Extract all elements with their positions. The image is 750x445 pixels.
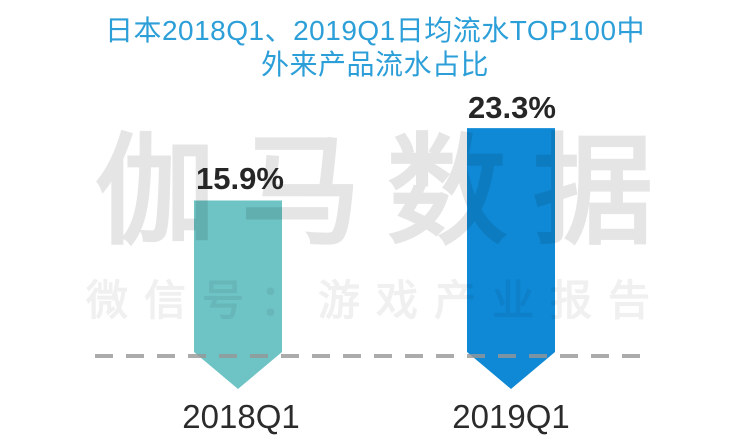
chart-title-line2: 外来产品流水占比 bbox=[260, 49, 489, 80]
category-label-2018q1: 2018Q1 bbox=[182, 398, 300, 435]
baseline-dashed-line bbox=[95, 354, 645, 358]
value-label-2018q1: 15.9% bbox=[196, 161, 284, 196]
chart-title-line1: 日本2018Q1、2019Q1日均流水TOP100中 bbox=[104, 15, 646, 46]
value-label-2019q1: 23.3% bbox=[468, 90, 556, 125]
bar-arrow-2018q1 bbox=[194, 200, 282, 389]
chart-title: 日本2018Q1、2019Q1日均流水TOP100中 外来产品流水占比 bbox=[0, 14, 750, 82]
category-label-2019q1: 2019Q1 bbox=[452, 398, 570, 435]
bar-arrow-2019q1 bbox=[467, 128, 555, 389]
